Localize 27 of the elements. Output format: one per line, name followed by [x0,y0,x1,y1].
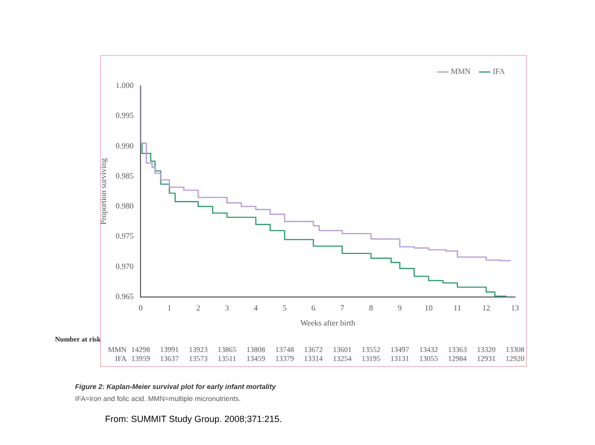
x-tick-label: 6 [311,304,316,313]
x-tick-label: 4 [254,304,258,313]
x-tick-label: 5 [282,304,287,313]
x-tick-label: 2 [196,304,200,313]
y-axis-title: Proportion surviving [98,158,108,225]
text: From: SUMMIT Study Group. 2008;371:215. [105,414,282,424]
x-tick-label: 0 [138,304,143,313]
legend-label: MMN [450,67,471,76]
legend-label: IFA [492,67,506,76]
y-tick-label: 1.000 [116,81,134,90]
y-tick-label: 0.970 [116,262,134,271]
x-tick-label: 13 [511,304,519,313]
x-tick-label: 11 [454,304,462,313]
y-tick-label: 0.980 [116,202,134,211]
x-tick-label: 1 [167,304,172,313]
y-tick-label: 0.990 [116,141,134,150]
x-tick-label: 12 [482,304,490,313]
x-tick-label: 8 [369,304,373,313]
x-tick-label: 9 [398,304,402,313]
y-tick-label: 0.995 [116,111,134,120]
y-tick-label: 0.985 [116,171,134,180]
x-tick-label: 3 [225,304,229,313]
x-axis-title: Weeks after birth [300,318,356,328]
x-tick-label: 10 [424,304,433,313]
y-tick-label: 0.975 [116,232,134,241]
y-tick-label: 0.965 [116,292,134,301]
x-tick-label: 7 [340,304,344,313]
